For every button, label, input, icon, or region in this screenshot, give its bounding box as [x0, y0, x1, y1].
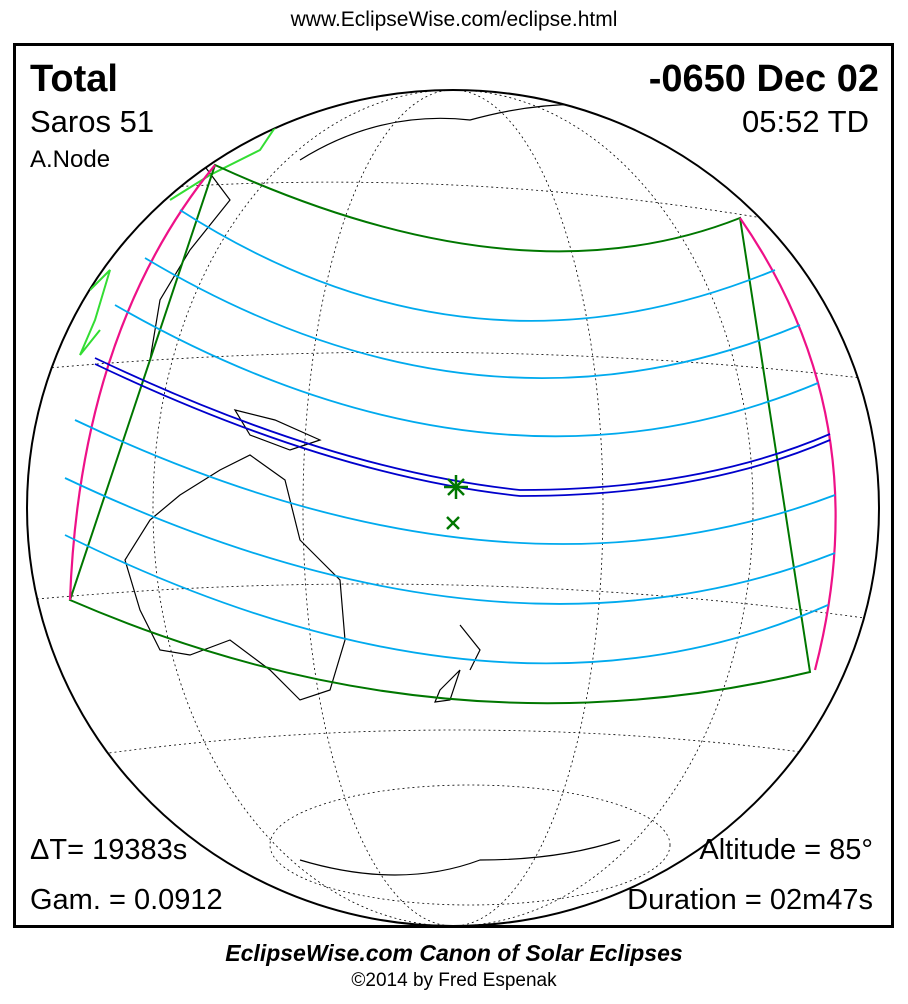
source-url: www.EclipseWise.com/eclipse.html: [290, 8, 618, 31]
saros-number: Saros 51: [30, 104, 155, 139]
greatest-duration-x-icon: [446, 516, 460, 530]
eclipse-time: 05:52 TD: [742, 104, 869, 139]
delta-t: ΔT= 19383s: [30, 834, 188, 866]
eclipse-map-frame: Total -0650 Dec 02 Saros 51 05:52 TD A.N…: [13, 43, 894, 928]
coastlines: [124, 103, 641, 876]
penumbral-limit-outline: [68, 163, 812, 705]
time-lines: [64, 209, 836, 665]
graticule: [27, 90, 879, 925]
duration: Duration = 02m47s: [627, 884, 873, 916]
rise-set-curve-east: [739, 217, 837, 671]
node-label: A.Node: [30, 146, 111, 173]
eclipse-date: -0650 Dec 02: [648, 58, 879, 100]
central-path: [94, 357, 831, 497]
sun-altitude: Altitude = 85°: [699, 834, 873, 866]
gamma: Gam. = 0.0912: [30, 884, 223, 916]
greatest-eclipse-star-icon: [444, 475, 468, 499]
canon-title: EclipseWise.com Canon of Solar Eclipses: [225, 940, 683, 966]
globe-map: [26, 89, 880, 925]
globe-outline: [26, 89, 880, 925]
rise-set-curve-west: [68, 164, 216, 601]
eclipse-type: Total: [30, 58, 118, 100]
copyright: ©2014 by Fred Espenak: [351, 970, 557, 991]
